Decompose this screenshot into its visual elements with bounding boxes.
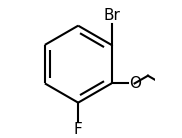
Text: F: F xyxy=(74,122,83,137)
Text: Br: Br xyxy=(103,8,120,23)
Text: O: O xyxy=(129,76,141,91)
